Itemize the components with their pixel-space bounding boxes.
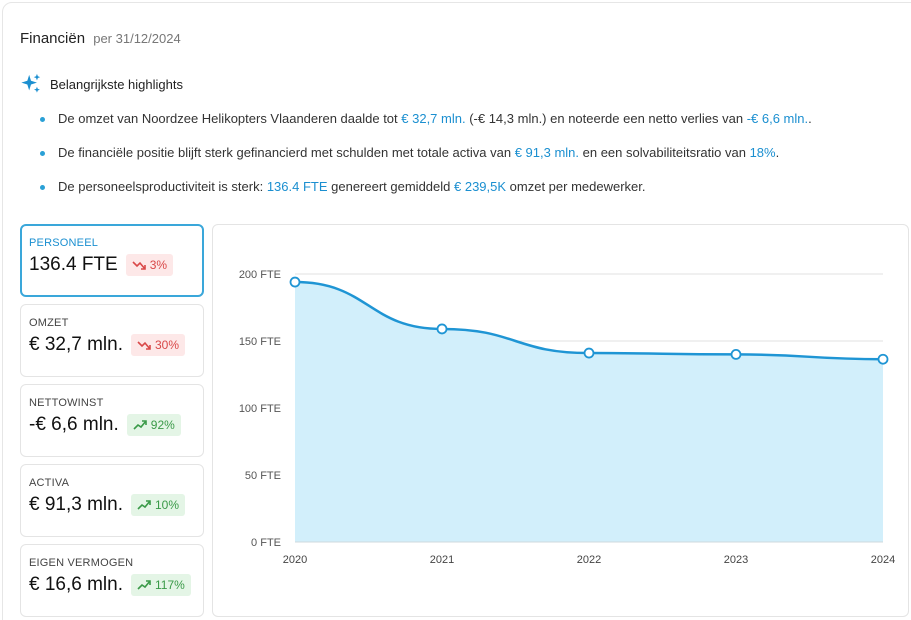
kpi-label: PERSONEEL	[29, 237, 99, 249]
kpi-change-badge: 10%	[131, 494, 186, 516]
highlight-text: (-€ 14,3 mln.) en noteerde een netto ver…	[465, 111, 747, 126]
kpi-card-activa[interactable]: ACTIVA € 91,3 mln. 10%	[20, 464, 204, 537]
highlight-text: genereert gemiddeld	[327, 179, 454, 194]
kpi-change-badge: 30%	[131, 334, 186, 356]
kpi-change: 30%	[155, 338, 180, 352]
kpi-card-personeel[interactable]: PERSONEEL 136.4 FTE 3%	[20, 224, 204, 297]
x-tick-label: 2024	[871, 554, 895, 566]
kpi-value: -€ 6,6 mln.	[29, 414, 119, 435]
kpi-value: 136.4 FTE	[29, 254, 118, 275]
data-point	[436, 323, 448, 335]
kpi-card-nettowinst[interactable]: NETTOWINST -€ 6,6 mln. 92%	[20, 384, 204, 457]
kpi-card-eigen-vermogen[interactable]: EIGEN VERMOGEN € 16,6 mln. 117%	[20, 544, 204, 617]
highlight-text: en een solvabiliteitsratio van	[579, 145, 750, 160]
fte-area-chart: 0 FTE 50 FTE 100 FTE 150 FTE 200 FTE 2020 2021…	[239, 269, 895, 566]
highlight-text: De personeelsproductiviteit is sterk:	[58, 179, 267, 194]
kpi-value: € 32,7 mln.	[29, 334, 123, 355]
highlight-item: De financiële positie blijft sterk gefin…	[40, 143, 812, 177]
trend-up-icon	[137, 579, 155, 591]
kpi-card-omzet[interactable]: OMZET € 32,7 mln. 30%	[20, 304, 204, 377]
data-point	[289, 276, 301, 288]
y-tick-label: 0 FTE	[251, 537, 281, 549]
kpi-change: 92%	[150, 418, 175, 432]
highlight-value: 18%	[749, 145, 776, 160]
kpi-value: € 16,6 mln.	[29, 574, 123, 595]
trend-up-icon	[137, 499, 155, 511]
highlight-text: omzet per medewerker.	[506, 179, 646, 194]
y-tick-label: 50 FTE	[245, 470, 281, 482]
section-date: per 31/12/2024	[93, 31, 181, 46]
highlights-heading: Belangrijkste highlights	[20, 73, 183, 95]
x-tick-label: 2021	[430, 554, 454, 566]
kpi-label: NETTOWINST	[29, 397, 104, 409]
x-tick-label: 2022	[577, 554, 601, 566]
highlight-value: € 91,3 mln.	[514, 145, 580, 160]
highlight-text: .	[808, 111, 812, 126]
kpi-label: ACTIVA	[29, 477, 70, 489]
kpi-change-badge: 3%	[125, 254, 174, 276]
area-fill	[295, 282, 883, 542]
kpi-value: € 91,3 mln.	[29, 494, 123, 515]
data-point	[730, 348, 742, 360]
highlights-title: Belangrijkste highlights	[50, 76, 183, 92]
fte-chart: 0 FTE 50 FTE 100 FTE 150 FTE 200 FTE 2020 2021…	[212, 224, 909, 617]
data-point	[583, 347, 595, 359]
highlight-value: € 32,7 mln.	[401, 111, 466, 126]
y-tick-label: 100 FTE	[239, 403, 281, 415]
y-tick-label: 200 FTE	[239, 269, 281, 281]
kpi-card-list: PERSONEEL 136.4 FTE 3% OMZET € 32,7 mln.…	[20, 224, 204, 620]
kpi-change: 10%	[155, 498, 180, 512]
highlight-value: 136.4 FTE	[266, 179, 328, 194]
x-tick-label: 2020	[283, 554, 307, 566]
sparkles-icon	[21, 73, 41, 93]
highlight-item: De personeelsproductiviteit is sterk: 13…	[40, 177, 812, 211]
kpi-change-badge: 117%	[131, 574, 191, 596]
trend-up-icon	[133, 419, 151, 431]
highlight-text: De financiële positie blijft sterk gefin…	[58, 145, 515, 160]
highlights-list: De omzet van Noordzee Helikopters Vlaand…	[40, 109, 812, 211]
x-tick-label: 2023	[724, 554, 748, 566]
section-header: Financiën per 31/12/2024	[20, 30, 181, 47]
highlight-text: .	[775, 145, 780, 160]
kpi-change: 117%	[155, 578, 185, 592]
kpi-label: OMZET	[29, 317, 69, 329]
trend-down-icon	[132, 259, 150, 271]
highlight-value: -€ 6,6 mln.	[746, 111, 809, 126]
highlight-value: € 239,5K	[454, 179, 507, 194]
kpi-change: 3%	[149, 258, 168, 272]
kpi-change-badge: 92%	[126, 414, 181, 436]
trend-down-icon	[137, 339, 155, 351]
section-title: Financiën	[20, 30, 86, 47]
kpi-label: EIGEN VERMOGEN	[29, 557, 134, 569]
data-point	[877, 353, 889, 365]
y-tick-label: 150 FTE	[239, 336, 281, 348]
highlight-item: De omzet van Noordzee Helikopters Vlaand…	[40, 109, 812, 143]
highlight-text: De omzet van Noordzee Helikopters Vlaand…	[58, 111, 402, 126]
